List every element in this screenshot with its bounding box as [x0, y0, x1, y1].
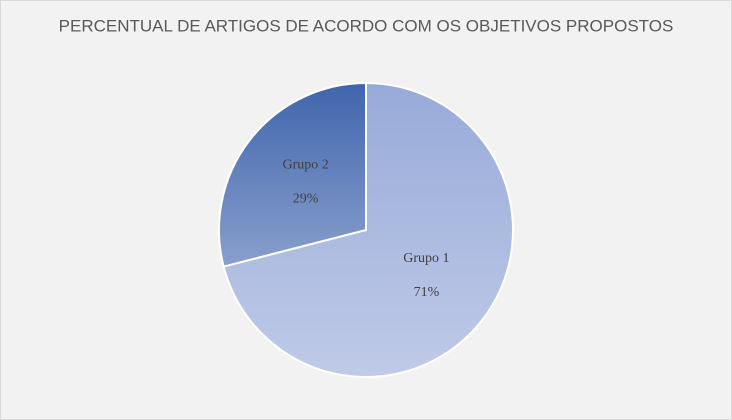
pie-slice [222, 81, 514, 378]
data-label: 29% [293, 191, 319, 206]
chart-title: PERCENTUAL DE ARTIGOS DE ACORDO COM OS O… [59, 16, 674, 35]
data-label: 71% [414, 285, 440, 300]
data-label-category: Grupo 2 [282, 157, 328, 172]
data-label-category: Grupo 1 [403, 251, 449, 266]
pie-slice [218, 81, 367, 268]
